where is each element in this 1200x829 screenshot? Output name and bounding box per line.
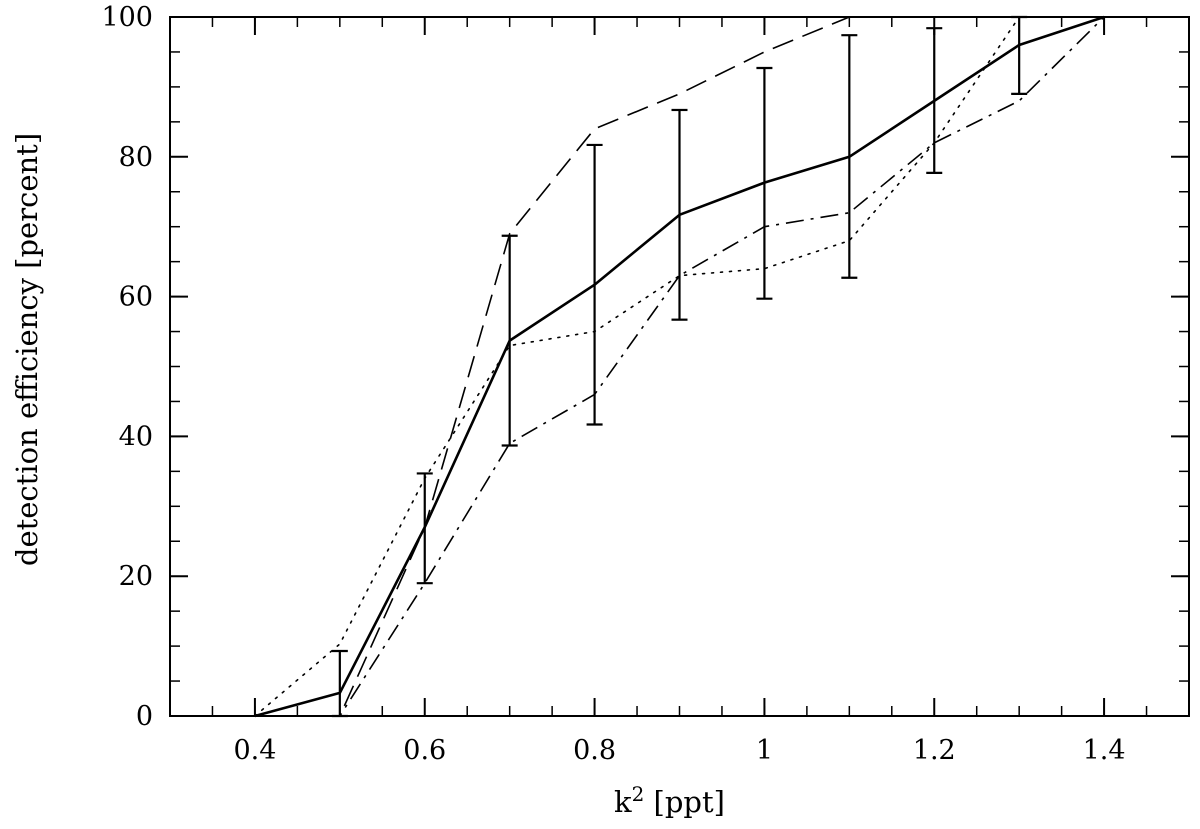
series-line-dotted [254,16,1105,717]
plot-frame [169,16,1190,717]
x-axis-title-main: k [614,785,632,819]
x-axis-title-superscript: 2 [632,782,645,806]
x-tick-label: 1.2 [913,735,956,766]
x-axis-title: k2 [ppt] [614,782,725,819]
x-tick-labels: 0.4 0.6 0.8 1 1.2 1.4 [233,735,1125,766]
y-tick-label: 20 [119,561,153,592]
y-tick-labels: 0 20 40 60 80 100 [101,2,153,732]
error-bars [331,15,1028,718]
x-tick-label: 1 [756,735,773,766]
x-tick-label: 0.6 [403,735,446,766]
y-tick-label: 80 [119,142,153,173]
y-tick-label: 40 [119,421,153,452]
y-axis-title: detection efficiency [percent] [10,133,44,566]
x-axis-title-unit: [ppt] [654,785,725,819]
y-tick-label: 0 [136,701,153,732]
y-tick-label: 60 [119,282,153,313]
x-tick-label: 1.4 [1083,735,1126,766]
x-tick-label: 0.4 [233,735,276,766]
y-tick-label: 100 [101,2,153,33]
series-line-dash-dot [254,16,1105,717]
x-tick-label: 0.8 [573,735,616,766]
x-axis-title-space [644,785,653,819]
